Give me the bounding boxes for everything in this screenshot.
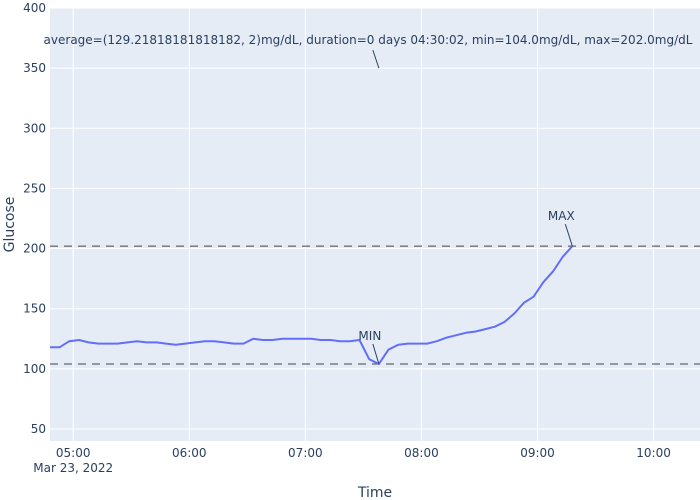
y-tick-label: 350 <box>23 61 46 75</box>
annotation-arrow <box>372 49 380 69</box>
y-tick-label: 200 <box>23 242 46 256</box>
annotation-min: MIN <box>358 329 381 343</box>
annotations: average=(129.21818181818182, 2)mg/dL, du… <box>44 33 693 365</box>
x-tick-label: 05:00 <box>56 446 91 460</box>
x-tick-label: 08:00 <box>404 446 439 460</box>
y-tick-label: 50 <box>31 422 46 436</box>
x-tick-label: 07:00 <box>288 446 323 460</box>
series-layer <box>50 245 574 365</box>
y-tick-label: 300 <box>23 121 46 135</box>
x-tick-label: 09:00 <box>520 446 555 460</box>
grid-layer <box>50 7 700 441</box>
annotation-max: MAX <box>548 209 575 223</box>
x-tick-sublabel: Mar 23, 2022 <box>33 461 113 475</box>
annotation-arrow <box>372 343 380 365</box>
y-tick-label: 150 <box>23 302 46 316</box>
reference-lines <box>50 245 700 365</box>
x-tick-label: 10:00 <box>636 446 671 460</box>
y-tick-label: 250 <box>23 181 46 195</box>
plot-background <box>50 8 700 441</box>
x-tick-label: 06:00 <box>172 446 207 460</box>
glucose-series-line <box>50 245 574 365</box>
annotation-summary: average=(129.21818181818182, 2)mg/dL, du… <box>44 33 693 47</box>
y-axis-title: Glucose <box>2 197 18 253</box>
y-tick-label: 400 <box>23 1 46 15</box>
x-axis-title: Time <box>357 485 392 500</box>
y-tick-label: 100 <box>23 362 46 376</box>
annotation-arrow <box>564 223 573 247</box>
